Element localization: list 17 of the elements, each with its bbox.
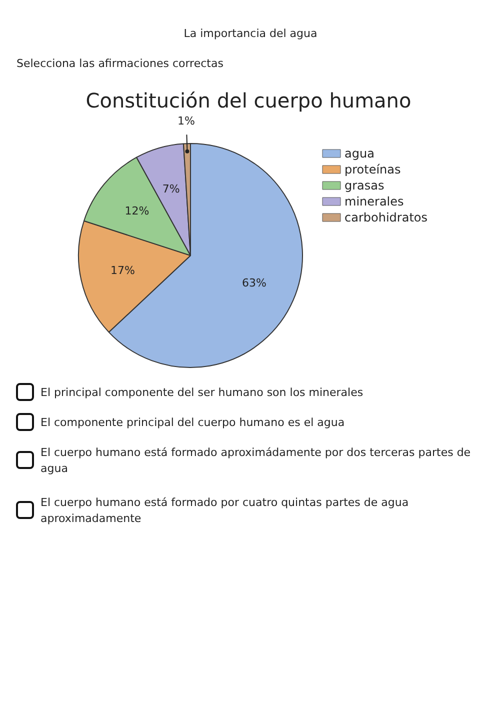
legend-label: minerales (344, 194, 404, 208)
legend-label: carbohidratos (344, 210, 428, 224)
text: Selecciona las afirmaciones correctas (16, 57, 224, 70)
text: La importancia del agua (184, 27, 318, 40)
data-label: 1% (178, 114, 196, 128)
chart-title: Constitución del cuerpo humano (86, 88, 412, 112)
text: El cuerpo humano está formado aproximádamente por dos terceras partes de agua (40, 446, 471, 475)
text: El componente principal del cuerpo humano es el agua (40, 416, 345, 429)
data-label: 12% (124, 204, 150, 218)
data-label: 17% (110, 264, 135, 278)
data-label: 63% (242, 276, 266, 290)
legend-label: grasas (344, 178, 384, 192)
data-label: 7% (162, 182, 180, 196)
text: El cuerpo humano está formado por cuatro quintas partes de agua aproximadamente (40, 496, 409, 525)
legend-label: proteínas (344, 162, 401, 176)
legend-label: agua (344, 146, 374, 160)
text: El principal componente del ser humano son los minerales (40, 386, 364, 399)
